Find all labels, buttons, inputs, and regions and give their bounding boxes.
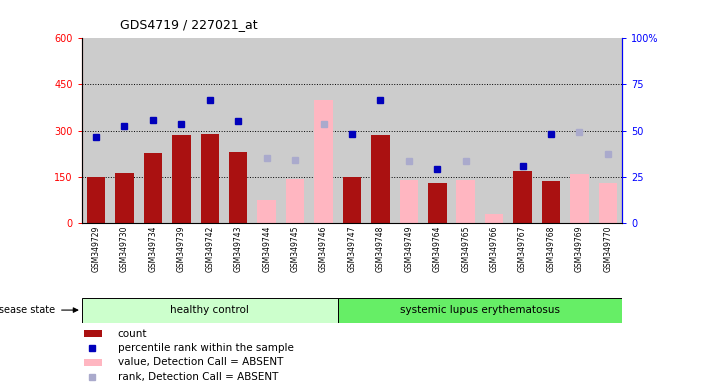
Bar [480,38,508,223]
Bar [139,38,167,223]
Text: count: count [117,329,147,339]
Bar [252,38,281,223]
Bar [172,135,191,223]
Bar [570,174,589,223]
Bar [513,171,532,223]
Bar [366,38,395,223]
Text: value, Detection Call = ABSENT: value, Detection Call = ABSENT [117,358,283,367]
Bar [423,38,451,223]
Text: disease state: disease state [0,305,55,315]
Bar [144,153,162,223]
Bar [84,359,102,366]
Bar [115,173,134,223]
Bar [338,38,366,223]
Bar [224,38,252,223]
Bar [82,38,110,223]
Text: systemic lupus erythematosus: systemic lupus erythematosus [400,305,560,315]
Bar [167,38,196,223]
Text: GDS4719 / 227021_at: GDS4719 / 227021_at [119,18,257,31]
Bar [565,38,594,223]
Bar [343,177,361,223]
Bar [456,180,475,223]
Bar [400,180,418,223]
Bar [286,179,304,223]
Bar [196,38,224,223]
Bar [395,38,423,223]
Bar [537,38,565,223]
Bar [110,38,139,223]
Bar [201,134,219,223]
Bar [451,38,480,223]
Bar [314,100,333,223]
Bar [542,181,560,223]
Bar [338,298,622,323]
Bar [594,38,622,223]
Bar [309,38,338,223]
Bar [87,177,105,223]
Bar [428,183,447,223]
Bar [485,214,503,223]
Bar [281,38,309,223]
Bar [84,330,102,337]
Bar [508,38,537,223]
Text: rank, Detection Call = ABSENT: rank, Detection Call = ABSENT [117,372,278,382]
Text: percentile rank within the sample: percentile rank within the sample [117,343,294,353]
Bar [371,135,390,223]
Bar [82,298,338,323]
Bar [257,200,276,223]
Bar [229,152,247,223]
Text: healthy control: healthy control [171,305,249,315]
Bar [599,183,617,223]
